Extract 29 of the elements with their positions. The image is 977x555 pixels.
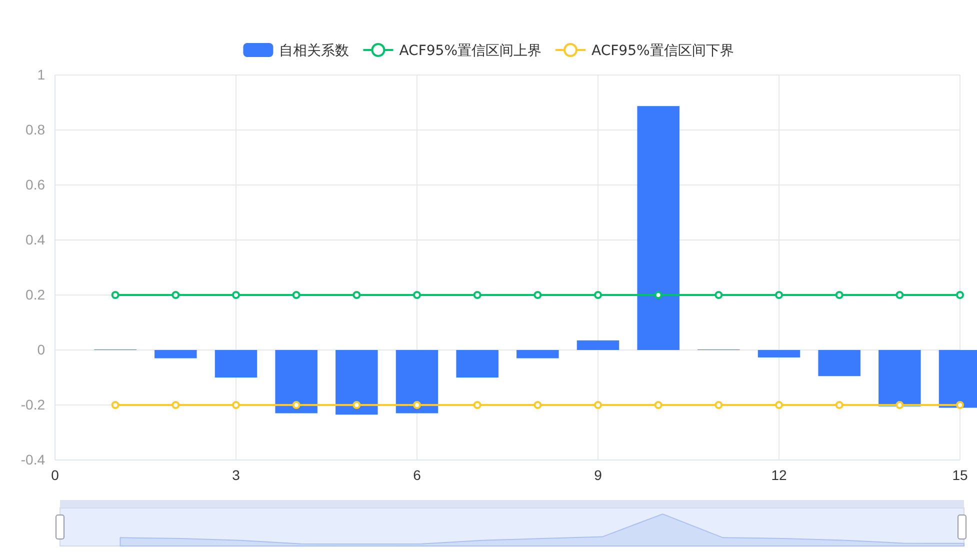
x-tick-label: 15 <box>952 466 968 483</box>
x-tick-label: 3 <box>232 466 240 483</box>
x-tick-label: 12 <box>771 466 787 483</box>
bar <box>396 350 438 414</box>
legend-label: 自相关系数 <box>279 43 350 59</box>
bar <box>878 350 921 406</box>
bar <box>758 350 800 358</box>
bar <box>818 350 860 376</box>
bar <box>154 350 197 358</box>
bar <box>275 350 318 414</box>
bar <box>637 106 680 350</box>
y-tick-label: 1 <box>37 66 46 82</box>
bar <box>576 340 620 350</box>
legend-label: ACF95%置信区间下界 <box>592 43 734 59</box>
y-tick-label: 0.6 <box>26 176 46 192</box>
bar <box>336 350 378 415</box>
bar <box>214 350 258 378</box>
y-tick-label: -0.2 <box>20 396 46 412</box>
bar <box>516 350 559 358</box>
y-tick-label: 0.4 <box>26 231 46 248</box>
legend-label: ACF95%置信区间上界 <box>399 43 542 59</box>
x-tick-label: 0 <box>51 466 60 483</box>
y-tick-label: 0.2 <box>26 286 46 302</box>
x-tick-label: 6 <box>413 466 422 483</box>
bar <box>456 350 498 378</box>
x-tick-label: 9 <box>594 466 602 483</box>
y-tick-label: 0 <box>37 341 46 358</box>
y-tick-label: 0.8 <box>26 121 46 138</box>
y-tick-label: -0.4 <box>20 451 46 468</box>
